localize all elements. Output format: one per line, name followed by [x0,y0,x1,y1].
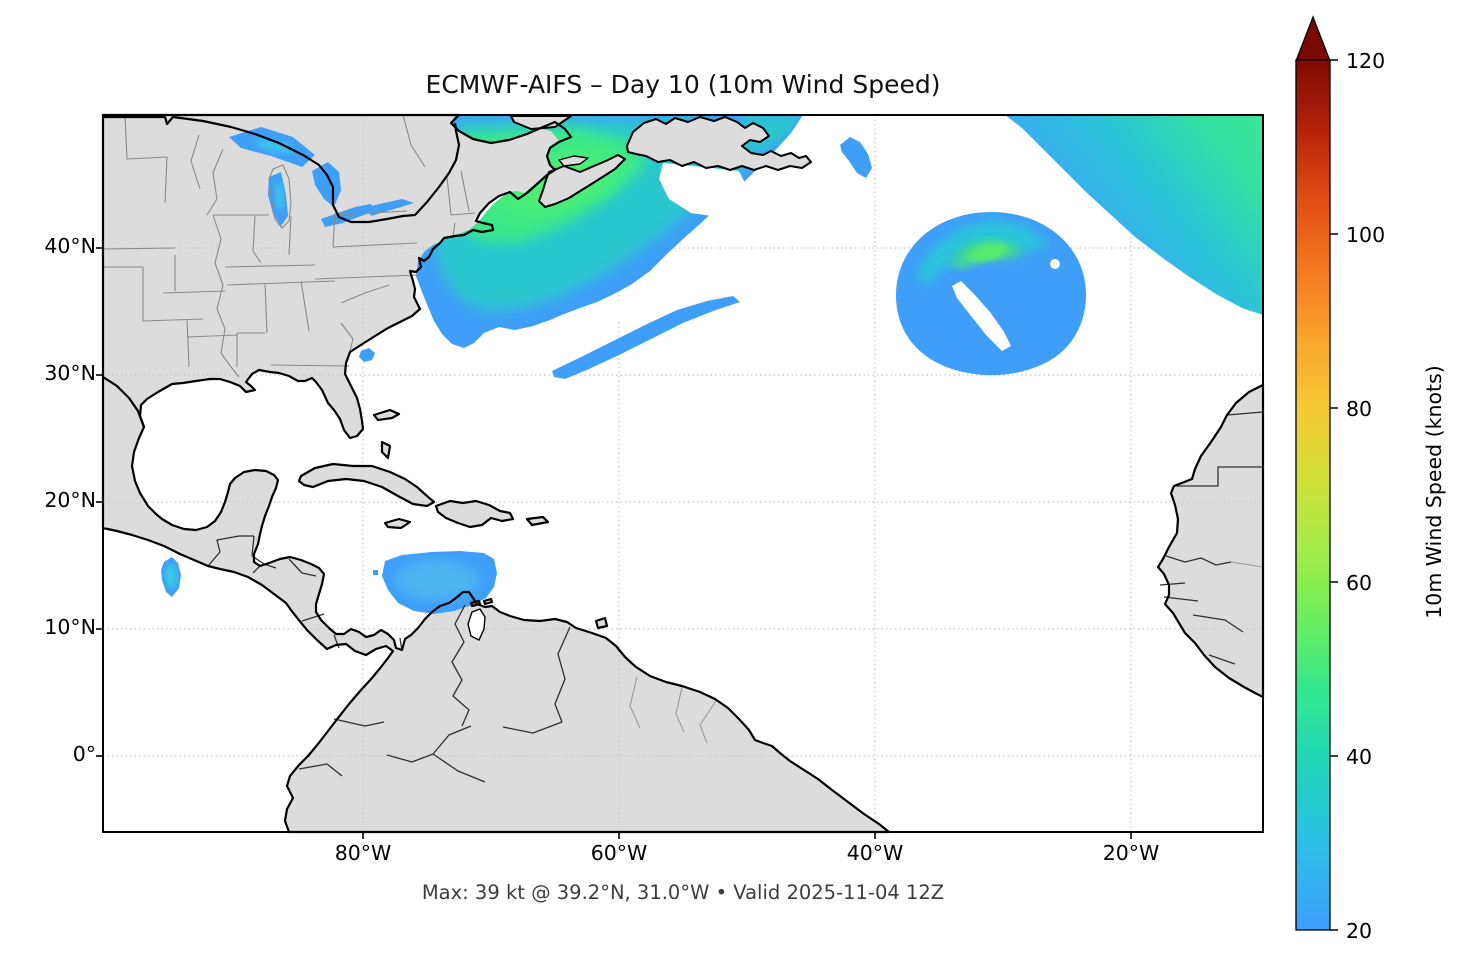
plot-frame [102,114,1264,833]
cb-tick-40: 40 [1346,745,1372,769]
y-tick-40n: 40°N [44,234,96,258]
cb-tick-100: 100 [1346,223,1385,247]
country-borders-light [629,561,1264,744]
cb-tick-80: 80 [1346,397,1372,421]
y-tick-0: 0° [72,742,96,766]
colorbar-extend-arrow [1295,15,1331,62]
x-tick-60w: 60°W [590,841,648,865]
country-borders [207,411,1264,783]
coastlines [101,113,1265,834]
colorbar: 120 100 80 60 40 20 [1295,15,1385,943]
map-canvas [96,113,1265,839]
page-title: ECMWF-AIFS – Day 10 (10m Wind Speed) [425,70,941,99]
lake-maracaibo [467,608,486,641]
wind-swath-calm-slot [547,286,649,364]
y-tick-10n: 10°N [44,615,96,639]
max-and-valid-caption: Max: 39 kt @ 39.2°N, 31.0°W • Valid 2025… [421,881,945,904]
x-tick-20w: 20°W [1102,841,1160,865]
wind-feature-ne-corner [1005,115,1263,315]
wind-patch-se-coast [359,348,375,362]
wind-streak [552,296,740,379]
cb-tick-120: 120 [1346,49,1385,73]
storm-eye [952,281,1011,351]
colorbar-axis-label: 10m Wind Speed (knots) [1422,365,1446,619]
axis-ticks [96,247,1132,839]
y-tick-30n: 30°N [44,361,96,385]
us-mexico-border [102,376,146,428]
us-state-borders [102,114,476,378]
us-canada-border [103,115,461,224]
newfoundland-wake-calm [659,163,747,217]
cb-tick-20: 20 [1346,919,1372,943]
colorbar-gradient-bar [1295,59,1331,931]
y-tick-20n: 20°N [44,488,96,512]
x-tick-40w: 40°W [846,841,904,865]
wind-wisp [840,137,872,178]
x-tick-80w: 80°W [334,841,392,865]
colorbar-ticks [1330,59,1338,931]
cb-tick-60: 60 [1346,571,1372,595]
